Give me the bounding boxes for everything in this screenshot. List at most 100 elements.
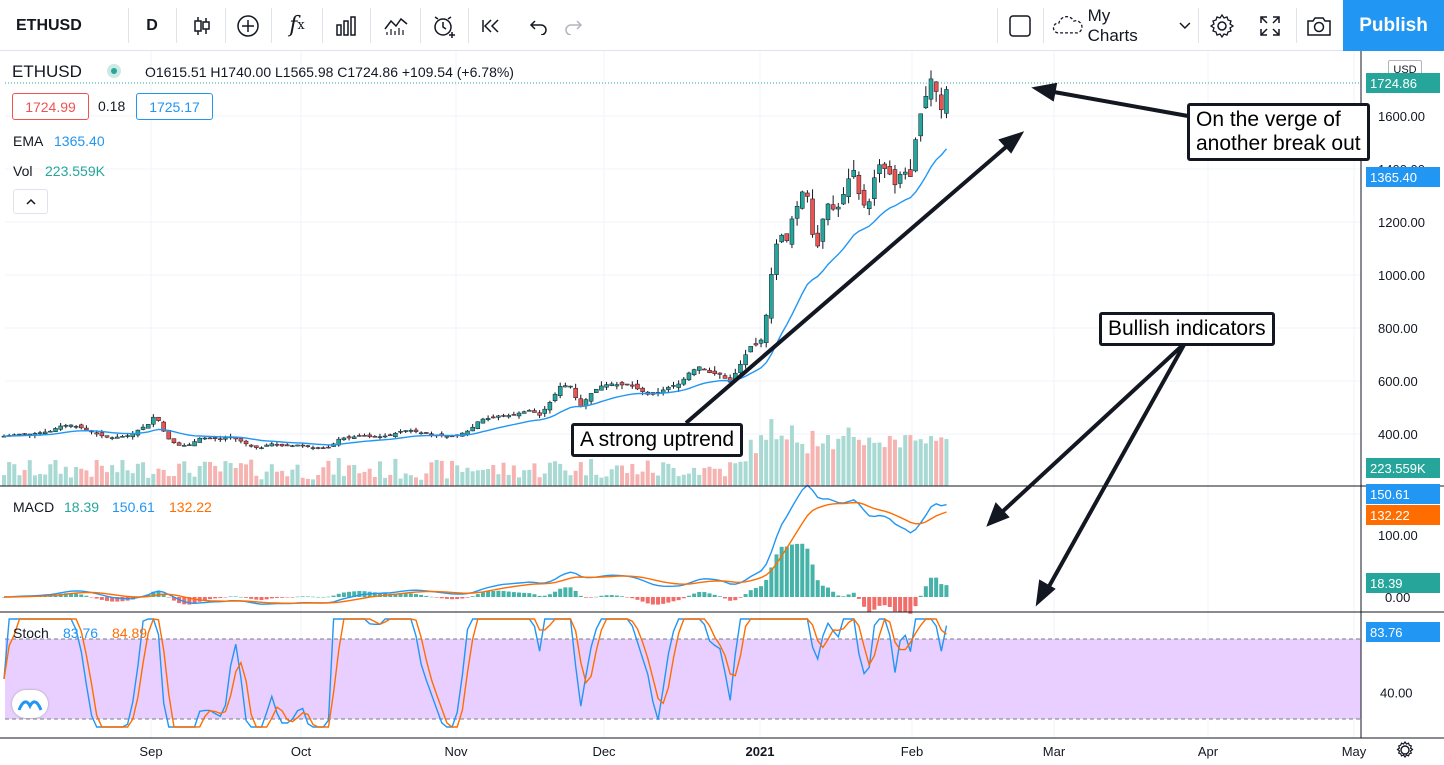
annotation-bullish[interactable]: Bullish indicators (1099, 312, 1275, 346)
volume-bar (856, 439, 861, 486)
layout-square-icon[interactable] (1000, 0, 1040, 51)
undo-icon[interactable] (518, 0, 558, 51)
candles-icon[interactable] (180, 0, 224, 51)
volume-bar (74, 466, 79, 486)
volume-bar (826, 434, 830, 486)
volume-bar (141, 462, 146, 486)
buy-price-box[interactable]: 1725.17 (136, 93, 213, 120)
volume-bar (347, 465, 352, 486)
macd-hist-bar (553, 591, 558, 597)
volume-bar (17, 475, 22, 486)
fullscreen-icon[interactable] (1248, 0, 1292, 51)
volume-bar (377, 461, 382, 486)
volume-bar (48, 464, 53, 486)
macd-hist-bar (527, 593, 532, 597)
macd-hist-bar (604, 595, 609, 597)
volume-bar (753, 453, 758, 486)
candle-body (882, 163, 887, 169)
vol-legend-label[interactable]: Vol (13, 163, 33, 179)
macd-hist-bar (630, 597, 635, 599)
annotation-uptrend[interactable]: A strong uptrend (571, 423, 744, 457)
macd-hist-bar (305, 596, 310, 597)
candle-body (53, 428, 58, 432)
macd-hist-bar (94, 597, 99, 599)
time-tick-label: Apr (1198, 744, 1219, 759)
legend-symbol[interactable]: ETHUSD (12, 62, 82, 81)
volume-bar (238, 463, 243, 486)
volume-bar (2, 475, 6, 486)
candle-body (810, 198, 815, 235)
sell-price-box[interactable]: 1724.99 (12, 93, 89, 120)
settings-gear-icon[interactable] (1200, 0, 1244, 51)
spread-value: 0.18 (98, 98, 126, 114)
macd-hist-bar (465, 597, 470, 598)
volume-bar (563, 470, 568, 486)
volume-bar (450, 460, 455, 486)
compare-plus-icon[interactable] (228, 0, 268, 51)
volume-bar (32, 475, 37, 486)
macd-hist-bar (759, 586, 764, 597)
volume-bar (475, 470, 480, 486)
price-tick-label: 1200.00 (1378, 215, 1425, 230)
macd-hist-bar (692, 593, 697, 597)
macd-hist-bar (377, 593, 382, 597)
replay-icon[interactable] (472, 0, 512, 51)
macd-hist-bar (455, 597, 460, 600)
candle-body (274, 444, 280, 446)
volume-bar (640, 471, 645, 486)
ema-legend-label[interactable]: EMA (13, 133, 44, 149)
collapse-legend-button[interactable] (13, 189, 48, 214)
publish-button[interactable]: Publish (1343, 0, 1444, 51)
volume-bar (923, 443, 928, 486)
candle-body (470, 426, 475, 432)
macd-hist-bar (295, 596, 300, 598)
macd-hist-bar (578, 595, 583, 597)
candle-body (846, 178, 851, 197)
volume-bar (99, 465, 104, 486)
camera-icon[interactable] (1298, 0, 1340, 51)
divider (322, 8, 323, 43)
candle-body (403, 430, 408, 432)
candle-body (511, 414, 517, 416)
volume-bar (470, 471, 475, 486)
macd-hist-bar (851, 592, 856, 597)
macd-hist-bar (769, 567, 774, 597)
alert-clock-icon[interactable] (422, 0, 466, 51)
candle-body (913, 139, 918, 172)
tradingview-logo[interactable] (12, 690, 48, 718)
price-chart[interactable]: 1600.001400.001200.001000.00800.00600.00… (0, 51, 1444, 765)
candle-body (207, 437, 213, 440)
volume-bar (336, 458, 341, 486)
macd-hist-bar (583, 597, 588, 598)
volume-bar (84, 470, 89, 486)
annotation-breakout[interactable]: On the verge of another break out (1187, 103, 1370, 161)
candle-body (367, 434, 372, 437)
candle-body (125, 435, 130, 437)
templates-icon[interactable] (374, 0, 418, 51)
volume-bar (110, 465, 115, 486)
axis-settings-gear-icon[interactable] (1396, 741, 1414, 758)
macd-hist-bar (166, 597, 171, 598)
macd-legend-label[interactable]: MACD (13, 499, 55, 515)
candle-body (686, 372, 692, 381)
symbol-search[interactable]: ETHUSD (16, 16, 82, 34)
financials-icon[interactable] (324, 0, 368, 51)
annotation-arrows (684, 82, 1189, 607)
volume-bar (774, 439, 779, 486)
macd-hist-bar (74, 593, 79, 597)
candle-body (769, 274, 774, 319)
candle-body (872, 177, 877, 199)
volume-bar (635, 474, 640, 486)
volume-bar (424, 473, 429, 486)
interval-button[interactable]: D (146, 16, 158, 34)
redo-icon[interactable] (554, 0, 594, 51)
volume-bar (341, 475, 346, 486)
my-charts-button[interactable]: My Charts (1052, 0, 1192, 51)
stoch-legend-label[interactable]: Stoch (13, 625, 49, 641)
candle-body (666, 386, 671, 390)
candle-body (609, 383, 614, 386)
volume-bar (146, 477, 151, 486)
candle-body (485, 418, 491, 420)
volume-bar (583, 475, 588, 486)
